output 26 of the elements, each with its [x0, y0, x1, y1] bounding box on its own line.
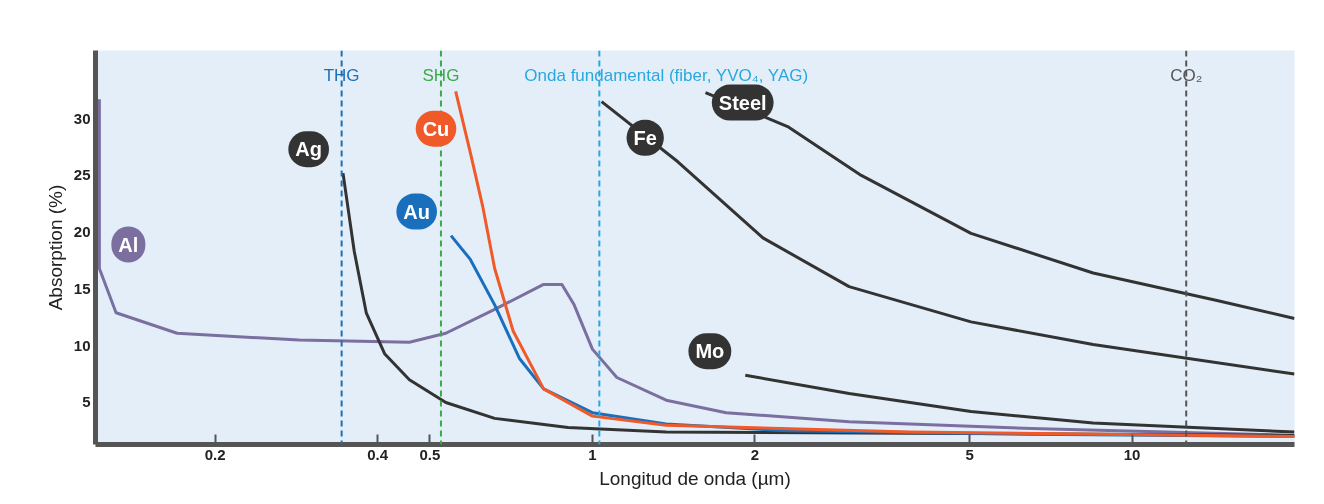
y-tick-label: 5 — [82, 393, 91, 411]
x-tick-label: 1 — [588, 445, 597, 463]
y-tick-label: 20 — [73, 223, 91, 241]
ref-line-label: THG — [323, 65, 360, 85]
y-tick-label: 10 — [73, 336, 91, 354]
ref-line-label: CO₂ — [1170, 65, 1203, 85]
x-tick-label: 0.4 — [367, 445, 389, 463]
x-tick-label: 5 — [965, 445, 974, 463]
x-tick-label: 0.2 — [204, 445, 226, 463]
ref-line-label: SHG — [422, 65, 460, 85]
x-axis-title: Longitud de onda (µm) — [599, 467, 791, 489]
y-axis-title: Absorption (%) — [44, 184, 66, 311]
series-label: Steel — [718, 91, 767, 114]
series-label: Mo — [695, 340, 725, 363]
y-tick-label: 25 — [73, 166, 91, 184]
x-tick-label: 10 — [1123, 445, 1141, 463]
x-tick-label: 0.5 — [419, 445, 441, 463]
ref-line-label: Onda fundamental (fiber, YVO₄, YAG) — [524, 65, 809, 85]
series-label: Cu — [422, 117, 450, 140]
y-tick-label: 30 — [73, 109, 91, 127]
x-tick-label: 2 — [750, 445, 760, 463]
series-label: Ag — [295, 138, 323, 161]
series-label: Au — [403, 200, 431, 223]
series-label: Al — [118, 233, 139, 256]
y-tick-label: 15 — [73, 279, 91, 297]
series-label: Fe — [633, 126, 657, 149]
